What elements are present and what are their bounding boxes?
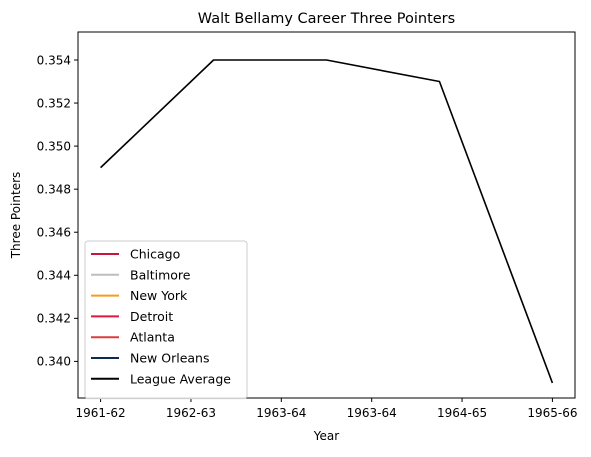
legend-label-2: New York <box>130 288 188 303</box>
y-axis-label: Three Pointers <box>9 172 23 260</box>
y-tick-label-2: 0.344 <box>37 269 71 283</box>
legend: Chicago Baltimore New York Detroit Atlanta Ne… <box>85 241 247 399</box>
x-tick-label-5: 1965-66 <box>527 406 577 420</box>
legend-label-3: Detroit <box>130 309 173 324</box>
x-tick-label-1: 1962-63 <box>166 406 216 420</box>
y-tick-label-4: 0.348 <box>37 182 71 196</box>
legend-label-5: New Orleans <box>130 351 209 366</box>
x-axis-label: Year <box>313 429 339 443</box>
legend-label-0: Chicago <box>130 247 180 262</box>
chart-title: Walt Bellamy Career Three Pointers <box>198 11 455 27</box>
legend-label-6: League Average <box>130 371 231 386</box>
x-tick-label-4: 1964-65 <box>437 406 487 420</box>
y-tick-label-0: 0.340 <box>37 355 71 369</box>
legend-label-4: Atlanta <box>130 330 175 345</box>
y-tick-label-6: 0.352 <box>37 96 71 110</box>
x-tick-label-0: 1961-62 <box>76 406 126 420</box>
y-tick-label-3: 0.346 <box>37 226 71 240</box>
x-tick-label-3: 1963-64 <box>347 406 397 420</box>
y-tick-label-1: 0.342 <box>37 312 71 326</box>
y-tick-label-7: 0.354 <box>37 53 71 67</box>
x-tick-label-2: 1963-64 <box>256 406 306 420</box>
legend-label-1: Baltimore <box>130 267 191 282</box>
y-tick-label-5: 0.350 <box>37 139 71 153</box>
